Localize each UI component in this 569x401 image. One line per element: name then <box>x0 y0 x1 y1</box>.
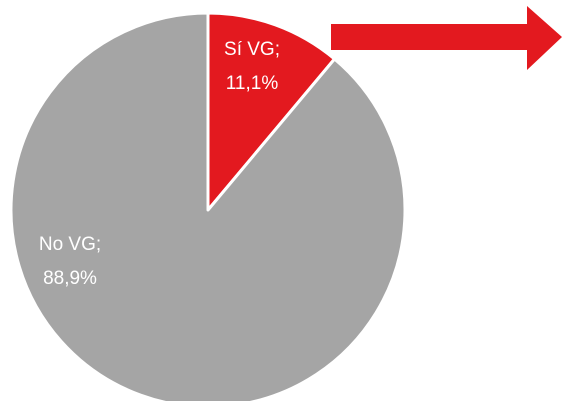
pie-slice <box>9 11 407 401</box>
slice-value-label: 88,9% <box>43 268 97 289</box>
pie-slice <box>206 11 337 212</box>
arrow <box>331 6 562 70</box>
slice-category-label: Sí VG; <box>224 39 280 60</box>
slice-category-label: No VG; <box>39 234 101 255</box>
slice-value-label: 11,1% <box>226 73 279 94</box>
